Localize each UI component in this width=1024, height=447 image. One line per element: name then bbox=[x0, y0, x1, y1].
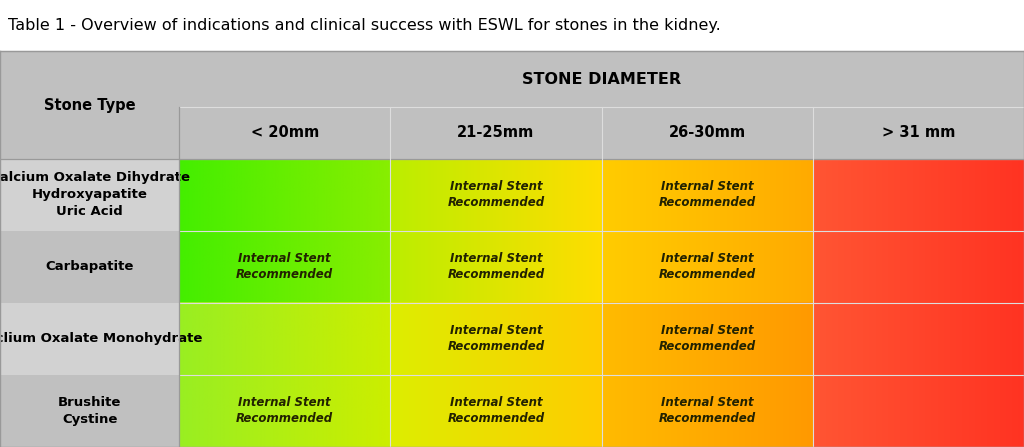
Text: STONE DIAMETER: STONE DIAMETER bbox=[522, 72, 681, 87]
Bar bbox=[0, 231, 179, 303]
Text: Internal Stent
Recommended: Internal Stent Recommended bbox=[658, 396, 756, 426]
Bar bbox=[0, 0, 1024, 51]
Text: Carbapatite: Carbapatite bbox=[45, 260, 134, 273]
Text: Internal Stent
Recommended: Internal Stent Recommended bbox=[447, 325, 545, 354]
Text: < 20mm: < 20mm bbox=[251, 126, 318, 140]
Text: Calcium Oxalate Dihydrate
Hydroxyapatite
Uric Acid: Calcium Oxalate Dihydrate Hydroxyapatite… bbox=[0, 171, 189, 218]
Text: 21-25mm: 21-25mm bbox=[458, 126, 535, 140]
Bar bbox=[179, 51, 1024, 107]
Text: Internal Stent
Recommended: Internal Stent Recommended bbox=[237, 252, 334, 281]
Text: Table 1 - Overview of indications and clinical success with ESWL for stones in t: Table 1 - Overview of indications and cl… bbox=[8, 18, 721, 33]
Text: Brushite
Cystine: Brushite Cystine bbox=[58, 396, 121, 426]
Text: Caclium Oxalate Monohydrate: Caclium Oxalate Monohydrate bbox=[0, 333, 203, 346]
Bar bbox=[0, 159, 179, 231]
Bar bbox=[0, 303, 179, 375]
Text: Internal Stent
Recommended: Internal Stent Recommended bbox=[447, 396, 545, 426]
Bar bbox=[179, 107, 1024, 159]
Text: Internal Stent
Recommended: Internal Stent Recommended bbox=[447, 180, 545, 209]
Text: Internal Stent
Recommended: Internal Stent Recommended bbox=[658, 180, 756, 209]
Text: Stone Type: Stone Type bbox=[44, 97, 135, 113]
Bar bbox=[0, 375, 179, 447]
Text: Internal Stent
Recommended: Internal Stent Recommended bbox=[447, 252, 545, 281]
Text: Internal Stent
Recommended: Internal Stent Recommended bbox=[237, 396, 334, 426]
Text: Internal Stent
Recommended: Internal Stent Recommended bbox=[658, 252, 756, 281]
Text: Internal Stent
Recommended: Internal Stent Recommended bbox=[658, 325, 756, 354]
Text: 26-30mm: 26-30mm bbox=[669, 126, 745, 140]
Bar bbox=[0, 51, 179, 159]
Text: > 31 mm: > 31 mm bbox=[882, 126, 955, 140]
